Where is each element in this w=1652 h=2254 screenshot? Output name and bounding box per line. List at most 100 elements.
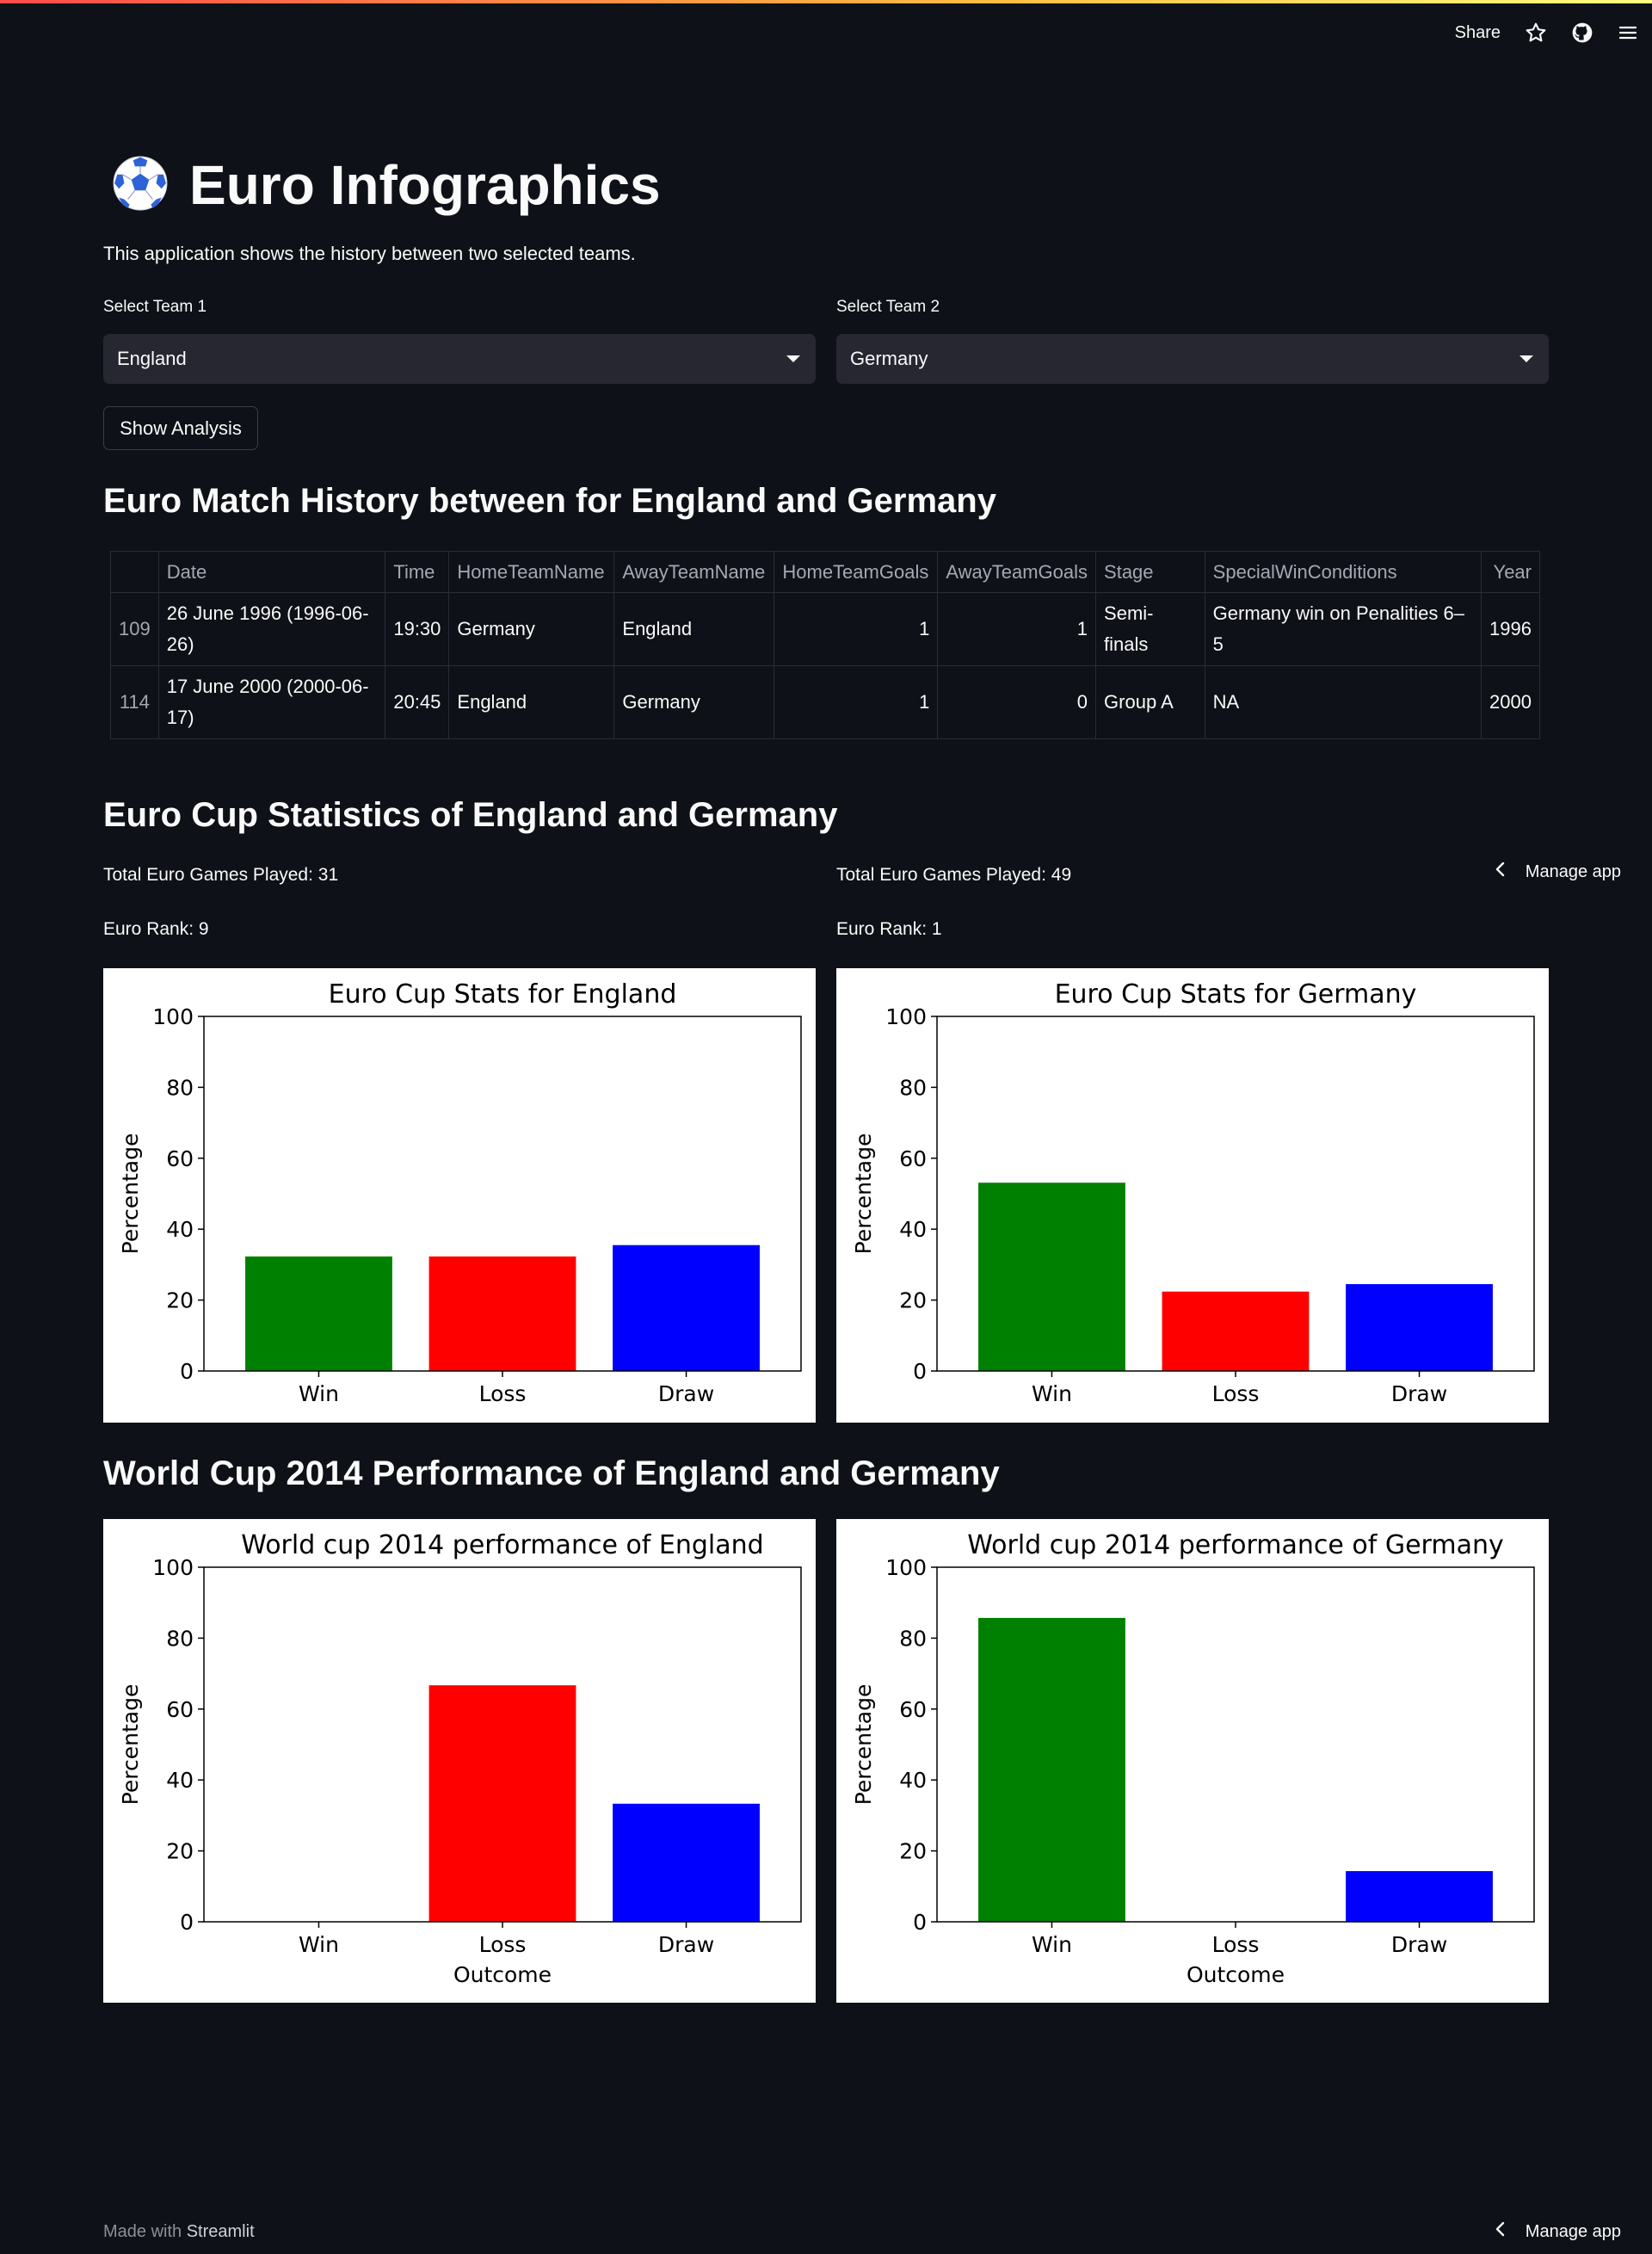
y-tick-label: 100 [152, 1004, 194, 1029]
footer-prefix: Made with [103, 2222, 182, 2241]
column-header[interactable]: Date [157, 551, 386, 593]
x-tick-label: Draw [1391, 1381, 1447, 1406]
table-row[interactable]: 114 17 June 2000 (2000-06-17) 20:45 Engl… [110, 665, 1540, 739]
x-tick-label: Loss [479, 1381, 527, 1406]
bar-draw [613, 1244, 760, 1371]
top-accent-bar [0, 0, 1652, 3]
github-icon[interactable] [1571, 22, 1593, 44]
euro-chart-team2: Euro Cup Stats for Germany 0 20 40 60 80 100 Wi… [836, 968, 1549, 1423]
y-axis-label: Percentage [851, 1684, 876, 1806]
manage-app-label: Manage app [1525, 861, 1621, 881]
chevron-left-icon [1495, 2220, 1507, 2243]
y-tick-label: 80 [899, 1626, 927, 1651]
chart-canvas: Euro Cup Stats for Germany 0 20 40 60 80 100 Wi… [851, 979, 1535, 1406]
y-tick-label: 60 [166, 1146, 194, 1171]
x-tick-label: Win [299, 1932, 339, 1957]
cell-away-goals: 1 [937, 592, 1097, 666]
hamburger-menu-icon[interactable] [1618, 22, 1638, 43]
column-header[interactable]: Stage [1095, 551, 1205, 593]
bar-draw [613, 1803, 760, 1922]
team2-select[interactable]: Germany [836, 334, 1549, 384]
cell-stage: Group A [1095, 665, 1205, 739]
cell-special-win: Germany win on Penalities 6–5 [1204, 592, 1482, 666]
chart-title: Euro Cup Stats for England [329, 979, 677, 1010]
plot-frame [203, 1016, 802, 1372]
column-header[interactable]: AwayTeamGoals [937, 551, 1097, 593]
x-tick-label: Win [299, 1381, 339, 1406]
y-axis-label: Percentage [851, 1133, 876, 1255]
bar-draw [1346, 1284, 1493, 1371]
column-header[interactable]: AwayTeamName [613, 551, 775, 593]
soccer-ball-icon [112, 155, 169, 216]
team1-label: Select Team 1 [103, 298, 207, 316]
chevron-left-icon [1495, 861, 1507, 883]
y-tick-label: 0 [180, 1359, 194, 1384]
page-title: Euro Infographics [189, 154, 661, 216]
team1-select[interactable]: England [103, 334, 816, 384]
x-tick-label: Draw [1391, 1932, 1447, 1957]
page-header: Euro Infographics [112, 153, 661, 217]
streamlit-link[interactable]: Streamlit [186, 2222, 255, 2241]
row-index: 114 [110, 665, 159, 739]
chevron-down-icon [1519, 355, 1533, 362]
team2-games-played: Total Euro Games Played: 49 [836, 865, 1072, 885]
cell-year: 2000 [1481, 665, 1540, 739]
manage-app-label: Manage app [1525, 2221, 1621, 2241]
team1-value: England [117, 348, 187, 369]
chevron-down-icon [786, 355, 800, 362]
bar-loss [428, 1685, 576, 1922]
column-header[interactable]: Year [1481, 551, 1540, 593]
show-analysis-button[interactable]: Show Analysis [103, 406, 258, 450]
cell-home-team: England [448, 665, 615, 739]
column-header[interactable]: HomeTeamGoals [774, 551, 939, 593]
row-index: 109 [110, 592, 159, 666]
y-tick-label: 20 [899, 1839, 927, 1864]
y-tick-label: 60 [899, 1146, 927, 1171]
cell-away-team: England [613, 592, 775, 666]
cell-date: 17 June 2000 (2000-06-17) [157, 665, 386, 739]
x-axis-label: Outcome [1187, 1962, 1285, 1987]
x-tick-label: Loss [1212, 1932, 1260, 1957]
x-axis-label: Outcome [453, 1962, 552, 1987]
y-tick-label: 0 [913, 1910, 927, 1935]
y-tick-label: 100 [885, 1004, 927, 1029]
column-header[interactable]: HomeTeamName [448, 551, 615, 593]
y-tick-label: 60 [899, 1697, 927, 1722]
cell-home-team: Germany [448, 592, 615, 666]
cell-time: 20:45 [385, 665, 450, 739]
bar-loss [428, 1256, 576, 1371]
manage-app-button[interactable]: Manage app [1495, 861, 1621, 883]
cell-special-win: NA [1204, 665, 1482, 739]
y-tick-label: 0 [913, 1359, 927, 1384]
team2-euro-rank: Euro Rank: 1 [836, 919, 942, 939]
cell-time: 19:30 [385, 592, 450, 666]
column-header[interactable] [110, 551, 159, 593]
y-tick-label: 80 [166, 1626, 194, 1651]
y-tick-label: 100 [885, 1555, 927, 1580]
column-header[interactable]: SpecialWinConditions [1204, 551, 1482, 593]
y-tick-label: 40 [899, 1217, 927, 1242]
y-tick-label: 60 [166, 1697, 194, 1722]
euro-stats-heading: Euro Cup Statistics of England and Germa… [103, 796, 838, 834]
table-row[interactable]: 109 26 June 1996 (1996-06-26) 19:30 Germ… [110, 592, 1540, 666]
match-history-table[interactable]: Date Time HomeTeamName AwayTeamName Home… [110, 551, 1540, 739]
bar-loss [1162, 1291, 1310, 1371]
y-tick-label: 40 [899, 1768, 927, 1793]
star-icon[interactable] [1525, 22, 1547, 44]
x-tick-label: Draw [658, 1932, 714, 1957]
cell-away-team: Germany [613, 665, 775, 739]
y-tick-label: 100 [152, 1555, 194, 1580]
chart-canvas: World cup 2014 performance of Germany 0 20… [851, 1530, 1535, 1987]
bar-win [245, 1256, 392, 1371]
team1-euro-rank: Euro Rank: 9 [103, 919, 209, 939]
cell-home-goals: 1 [774, 592, 939, 666]
team2-value: Germany [850, 348, 928, 369]
column-header[interactable]: Time [385, 551, 450, 593]
bar-win [978, 1617, 1125, 1922]
cell-year: 1996 [1481, 592, 1540, 666]
bar-draw [1346, 1871, 1493, 1922]
share-button[interactable]: Share [1454, 22, 1501, 42]
chart-canvas: Euro Cup Stats for England 0 20 40 60 80 100 Wi… [118, 979, 802, 1406]
team1-games-played: Total Euro Games Played: 31 [103, 865, 339, 885]
manage-app-button[interactable]: Manage app [1495, 2220, 1621, 2243]
